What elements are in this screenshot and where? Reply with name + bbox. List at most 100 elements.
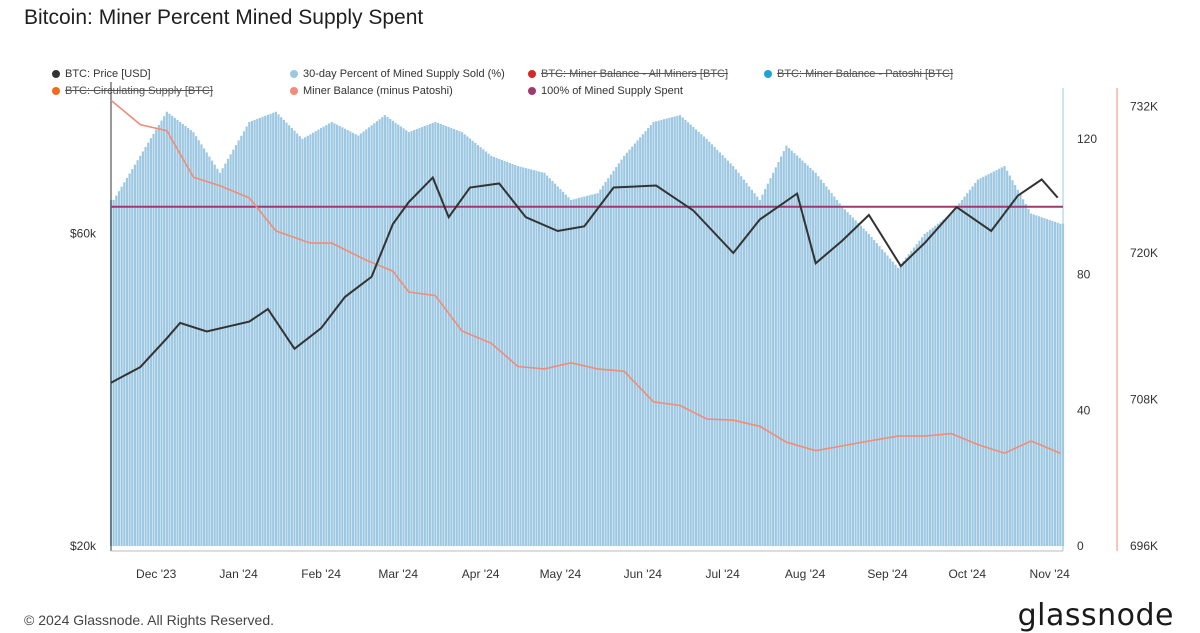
percent-sold-bar bbox=[391, 120, 394, 547]
percent-sold-bar bbox=[194, 136, 198, 547]
percent-sold-bar bbox=[173, 117, 176, 546]
legend-item-100-percent[interactable]: 100% of Mined Supply Spent bbox=[528, 85, 683, 97]
percent-sold-bar bbox=[383, 115, 386, 546]
chart-title: Bitcoin: Miner Percent Mined Supply Spen… bbox=[24, 6, 424, 29]
y-left-tick-label: $20k bbox=[70, 539, 97, 553]
percent-sold-bar bbox=[508, 162, 511, 547]
percent-sold-bar bbox=[410, 131, 413, 546]
percent-sold-bar bbox=[367, 127, 371, 546]
percent-sold-bar bbox=[673, 116, 676, 546]
legend-dot-icon bbox=[764, 70, 772, 78]
percent-sold-bar bbox=[181, 123, 184, 547]
percent-sold-bar bbox=[934, 225, 937, 547]
percent-sold-bar bbox=[663, 119, 666, 547]
legend-item-price[interactable]: BTC: Price [USD] bbox=[52, 68, 151, 80]
percent-sold-bar bbox=[960, 199, 964, 546]
legend-dot-icon bbox=[52, 70, 60, 78]
percent-sold-bar bbox=[365, 129, 368, 546]
percent-sold-bar bbox=[213, 164, 216, 547]
percent-sold-bar bbox=[835, 199, 839, 546]
percent-sold-bar bbox=[684, 119, 687, 546]
percent-sold-bar bbox=[471, 140, 474, 547]
percent-sold-bar bbox=[907, 254, 910, 547]
percent-sold-bar bbox=[692, 127, 695, 546]
percent-sold-bar bbox=[724, 157, 727, 546]
percent-sold-bar bbox=[261, 116, 264, 546]
percent-sold-bar bbox=[708, 141, 711, 546]
percent-sold-bar bbox=[742, 179, 745, 546]
percent-sold-bar bbox=[979, 178, 982, 547]
percent-sold-bar bbox=[359, 133, 363, 546]
percent-sold-bar bbox=[290, 128, 293, 546]
x-tick-label: Apr '24 bbox=[462, 567, 500, 581]
percent-sold-bar bbox=[575, 198, 578, 546]
legend-item-all-miners[interactable]: BTC: Miner Balance - All Miners [BTC] bbox=[528, 68, 728, 80]
percent-sold-bar bbox=[551, 180, 554, 546]
x-tick-label: Nov '24 bbox=[1030, 567, 1071, 581]
percent-sold-bar bbox=[846, 212, 849, 547]
x-tick-label: Dec '23 bbox=[136, 567, 177, 581]
percent-sold-bar bbox=[982, 176, 985, 546]
legend-item-miner-balance-minus-patoshi[interactable]: Miner Balance (minus Patoshi) bbox=[290, 85, 453, 97]
percent-sold-bar bbox=[553, 183, 557, 547]
percent-sold-bar bbox=[519, 166, 522, 546]
percent-sold-bar bbox=[729, 163, 732, 546]
percent-sold-bar bbox=[944, 217, 948, 546]
legend-label: BTC: Circulating Supply [BTC] bbox=[65, 85, 213, 97]
percent-sold-bar bbox=[1059, 223, 1062, 546]
percent-sold-bar bbox=[498, 158, 501, 546]
y-right-percent-tick-label: 0 bbox=[1077, 539, 1084, 553]
percent-sold-bar bbox=[1040, 217, 1043, 547]
percent-sold-bar bbox=[955, 206, 958, 547]
percent-sold-bar bbox=[830, 193, 833, 547]
percent-sold-bar bbox=[548, 178, 551, 547]
percent-sold-bar bbox=[112, 199, 115, 546]
legend-item-patoshi[interactable]: BTC: Miner Balance - Patoshi [BTC] bbox=[764, 68, 953, 80]
percent-sold-bar bbox=[718, 152, 722, 546]
percent-sold-bar bbox=[1056, 222, 1059, 546]
percent-sold-bar bbox=[429, 123, 432, 547]
percent-sold-bar bbox=[455, 130, 458, 546]
percent-sold-bar bbox=[1035, 215, 1038, 546]
percent-sold-bar bbox=[447, 127, 450, 546]
percent-sold-bar bbox=[474, 142, 477, 546]
legend-item-percent-sold[interactable]: 30-day Percent of Mined Supply Sold (%) bbox=[290, 68, 505, 80]
percent-sold-bar bbox=[248, 121, 251, 547]
percent-sold-bar bbox=[357, 135, 360, 546]
percent-sold-bar bbox=[926, 231, 929, 546]
percent-sold-bar bbox=[801, 160, 804, 547]
percent-sold-bar bbox=[197, 140, 200, 546]
percent-sold-bar bbox=[141, 151, 145, 546]
percent-sold-bar bbox=[378, 119, 381, 547]
y-right-percent-tick-label: 80 bbox=[1077, 268, 1091, 282]
percent-sold-bar bbox=[530, 169, 533, 547]
percent-sold-bar bbox=[460, 132, 464, 546]
percent-sold-bar bbox=[814, 172, 817, 546]
percent-sold-bar bbox=[123, 182, 126, 546]
percent-sold-bar bbox=[881, 249, 884, 547]
percent-sold-bar bbox=[1045, 219, 1049, 546]
percent-sold-bar bbox=[567, 197, 570, 547]
percent-sold-bar bbox=[694, 129, 698, 546]
percent-sold-bar bbox=[939, 221, 942, 547]
percent-sold-bar bbox=[152, 133, 155, 547]
percent-sold-bar bbox=[795, 155, 799, 547]
percent-sold-bar bbox=[859, 225, 862, 547]
percent-sold-bar bbox=[984, 175, 987, 546]
percent-sold-bar bbox=[399, 126, 402, 546]
percent-sold-bar bbox=[245, 126, 248, 547]
y-right-percent-tick-label: 40 bbox=[1077, 403, 1091, 417]
legend-label: 100% of Mined Supply Spent bbox=[541, 85, 683, 97]
percent-sold-bar bbox=[631, 146, 634, 546]
percent-sold-bar bbox=[649, 125, 652, 546]
percent-sold-bar bbox=[335, 124, 339, 546]
percent-sold-bar bbox=[758, 199, 761, 546]
percent-sold-bar bbox=[772, 172, 775, 546]
percent-sold-bar bbox=[891, 261, 894, 546]
legend-item-circulating-supply[interactable]: BTC: Circulating Supply [BTC] bbox=[52, 85, 213, 97]
percent-sold-bar bbox=[822, 182, 825, 547]
percent-sold-bar bbox=[280, 117, 283, 547]
percent-sold-bar bbox=[700, 134, 703, 546]
percent-sold-bar bbox=[317, 129, 320, 546]
percent-sold-bar bbox=[883, 252, 886, 546]
